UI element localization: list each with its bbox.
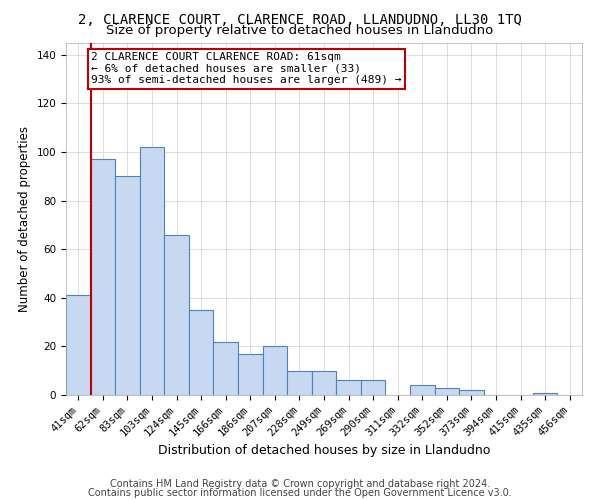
Y-axis label: Number of detached properties: Number of detached properties [18, 126, 31, 312]
Bar [263, 346, 287, 395]
Bar [91, 159, 115, 395]
Bar [214, 342, 238, 395]
Bar [459, 390, 484, 395]
Bar [287, 370, 312, 395]
Bar [312, 370, 336, 395]
X-axis label: Distribution of detached houses by size in Llandudno: Distribution of detached houses by size … [158, 444, 490, 457]
Bar [66, 296, 91, 395]
Text: Contains public sector information licensed under the Open Government Licence v3: Contains public sector information licen… [88, 488, 512, 498]
Bar [434, 388, 459, 395]
Bar [336, 380, 361, 395]
Bar [140, 147, 164, 395]
Bar [361, 380, 385, 395]
Bar [533, 392, 557, 395]
Bar [115, 176, 140, 395]
Bar [164, 234, 189, 395]
Bar [189, 310, 214, 395]
Text: 2, CLARENCE COURT, CLARENCE ROAD, LLANDUDNO, LL30 1TQ: 2, CLARENCE COURT, CLARENCE ROAD, LLANDU… [78, 12, 522, 26]
Bar [410, 386, 434, 395]
Bar [238, 354, 263, 395]
Text: Contains HM Land Registry data © Crown copyright and database right 2024.: Contains HM Land Registry data © Crown c… [110, 479, 490, 489]
Text: Size of property relative to detached houses in Llandudno: Size of property relative to detached ho… [106, 24, 494, 37]
Text: 2 CLARENCE COURT CLARENCE ROAD: 61sqm
← 6% of detached houses are smaller (33)
9: 2 CLARENCE COURT CLARENCE ROAD: 61sqm ← … [91, 52, 401, 86]
